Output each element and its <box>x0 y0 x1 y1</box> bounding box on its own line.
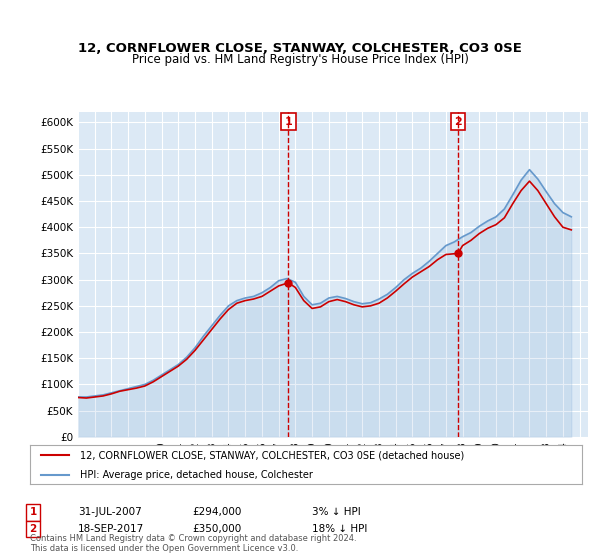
Text: 18% ↓ HPI: 18% ↓ HPI <box>312 524 367 534</box>
Text: Price paid vs. HM Land Registry's House Price Index (HPI): Price paid vs. HM Land Registry's House … <box>131 53 469 66</box>
Text: 12, CORNFLOWER CLOSE, STANWAY, COLCHESTER, CO3 0SE (detached house): 12, CORNFLOWER CLOSE, STANWAY, COLCHESTE… <box>80 450 464 460</box>
Text: £294,000: £294,000 <box>192 507 241 517</box>
Text: 2: 2 <box>29 524 37 534</box>
Text: 1: 1 <box>29 507 37 517</box>
Text: Contains HM Land Registry data © Crown copyright and database right 2024.
This d: Contains HM Land Registry data © Crown c… <box>30 534 356 553</box>
Text: 2: 2 <box>454 116 462 127</box>
Text: 3% ↓ HPI: 3% ↓ HPI <box>312 507 361 517</box>
Text: 18-SEP-2017: 18-SEP-2017 <box>78 524 144 534</box>
Text: 31-JUL-2007: 31-JUL-2007 <box>78 507 142 517</box>
Text: £350,000: £350,000 <box>192 524 241 534</box>
Text: HPI: Average price, detached house, Colchester: HPI: Average price, detached house, Colc… <box>80 470 313 479</box>
Text: 12, CORNFLOWER CLOSE, STANWAY, COLCHESTER, CO3 0SE: 12, CORNFLOWER CLOSE, STANWAY, COLCHESTE… <box>78 42 522 55</box>
Text: 1: 1 <box>284 116 292 127</box>
